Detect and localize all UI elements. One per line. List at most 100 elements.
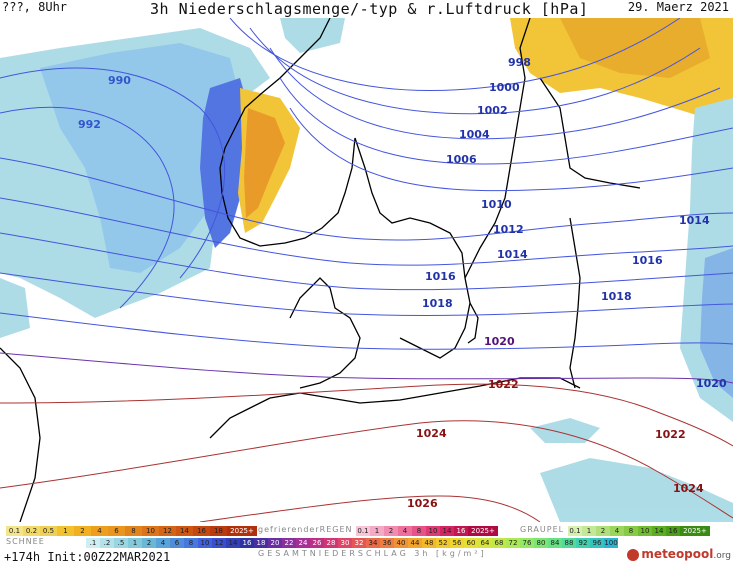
isobar-line (0, 197, 733, 266)
legend-cell: 0.1 (6, 526, 23, 536)
map-title: 3h Niederschlagsmenge/-typ & r.Luftdruck… (150, 0, 589, 18)
legend-cell: .1 (86, 538, 100, 548)
legend-cell: 92 (576, 538, 590, 548)
isobar-line (229, 18, 681, 91)
isobar-label: 998 (508, 56, 531, 69)
legend-snow-title: SCHNEE (6, 537, 45, 546)
isobar-label: 1006 (446, 153, 477, 166)
legend-cell: .5 (114, 538, 128, 548)
gotland-island (467, 302, 479, 344)
isobar-label: 1010 (481, 198, 512, 211)
legend-cell: 72 (506, 538, 520, 548)
legend-cell: 26 (310, 538, 324, 548)
isobar-line (269, 47, 721, 140)
legend-cell: 2 (384, 526, 398, 536)
rain-area-northwest-top (280, 18, 345, 53)
isobar-line (0, 312, 733, 350)
isobar-line (199, 495, 541, 522)
legend-cell: 16 (454, 526, 468, 536)
legend-cell: 48 (422, 538, 436, 548)
isobar-label: 1020 (696, 377, 727, 390)
germany-coast (269, 377, 581, 404)
isobar-line (279, 77, 733, 165)
isobar-line (289, 107, 733, 192)
brand-logo[interactable]: meteopool.org (627, 547, 731, 561)
legend-cell: 56 (450, 538, 464, 548)
isobar-label: 1000 (489, 81, 520, 94)
legend-freezing-scale: 0.1 1 2 4 8 10 14 16 2025+ (356, 526, 498, 536)
legend-total-scale: .1.2.5 1 2 4 6 8 10 12 14 16 18 20 22 24 26 28 30 32 34 36 4… (86, 538, 618, 548)
legend-cell: 20 (268, 538, 282, 548)
isobar-label: 1024 (673, 482, 704, 495)
legend-cell: 8 (624, 526, 638, 536)
legend-cell: 88 (562, 538, 576, 548)
legend-cell: 36 (380, 538, 394, 548)
rain-area-west-edge (0, 278, 30, 338)
finland-coast (539, 77, 641, 189)
legend-cell: 52 (436, 538, 450, 548)
legend-cell: 68 (492, 538, 506, 548)
isobar-label: 1002 (477, 104, 508, 117)
isobar-label: 1014 (497, 248, 528, 261)
legend-cell: 2025+ (227, 526, 257, 536)
legend-cell: 10 (198, 538, 212, 548)
legend-cell: 8 (184, 538, 198, 548)
legend-cell: 14 (440, 526, 454, 536)
forecast-date: 29. Maerz 2021 (627, 0, 729, 14)
legend-cell: 18 (254, 538, 268, 548)
isobar-label: 1022 (488, 378, 519, 391)
legend-cell: 76 (520, 538, 534, 548)
legend-cell: 44 (408, 538, 422, 548)
snow-area-northeast-core (560, 18, 710, 78)
isobar-label: 1020 (484, 335, 515, 348)
isobar-label: 1018 (601, 290, 632, 303)
isobar-line (0, 352, 733, 384)
legend-cell: 8 (412, 526, 426, 536)
uk-coast (0, 347, 41, 522)
isobar-label: 1014 (679, 214, 710, 227)
legend-cell: 12 (212, 538, 226, 548)
legend-snow-scale: 0.1 0.2 0.5 1 2 4 6 8 10 12 14 16 18 202… (6, 526, 257, 536)
legend-cell: 100 (604, 538, 618, 548)
legend-total-title: GESAMTNIEDERSCHLAG 3h [kg/m²] (258, 549, 487, 558)
legend: 0.1 0.2 0.5 1 2 4 6 8 10 12 14 16 18 202… (0, 522, 733, 566)
logo-icon (627, 548, 640, 561)
isobar-line (0, 232, 733, 291)
isobar-label: 1018 (422, 297, 453, 310)
legend-cell: 2 (142, 538, 156, 548)
legend-cell: 14 (176, 526, 193, 536)
legend-cell: 1 (57, 526, 74, 536)
legend-cell: .2 (100, 538, 114, 548)
bothnia-coast (464, 18, 531, 279)
isobar-line (0, 157, 733, 241)
legend-cell: 16 (193, 526, 210, 536)
legend-cell: 12 (159, 526, 176, 536)
legend-cell: 60 (464, 538, 478, 548)
isobar-label: 1016 (632, 254, 663, 267)
legend-freezing-title: gefrierenderREGEN (258, 525, 353, 534)
isobar-line (249, 27, 701, 115)
isobar-label: 1022 (655, 428, 686, 441)
legend-cell: 64 (478, 538, 492, 548)
legend-graupel-title: GRAUPEL (520, 525, 565, 534)
model-run-info: +174h Init:00Z22MAR2021 (4, 550, 171, 564)
brand-suffix: .org (713, 551, 731, 561)
legend-cell: 2 (74, 526, 91, 536)
legend-cell: 1 (582, 526, 596, 536)
legend-cell: 2025+ (468, 526, 498, 536)
legend-cell: 8 (125, 526, 142, 536)
legend-cell: 34 (366, 538, 380, 548)
legend-cell: 1 (370, 526, 384, 536)
legend-cell: 4 (91, 526, 108, 536)
legend-cell: 16 (240, 538, 254, 548)
brand-name: meteopool (641, 547, 714, 561)
isobar-label: 1012 (493, 223, 524, 236)
forecast-time-label: ???, 8Uhr (2, 0, 68, 14)
legend-cell: 14 (652, 526, 666, 536)
legend-cell: 14 (226, 538, 240, 548)
legend-cell: 16 (666, 526, 680, 536)
isobar-line (0, 420, 733, 519)
legend-cell: 2 (596, 526, 610, 536)
legend-cell: 0.1 (568, 526, 582, 536)
